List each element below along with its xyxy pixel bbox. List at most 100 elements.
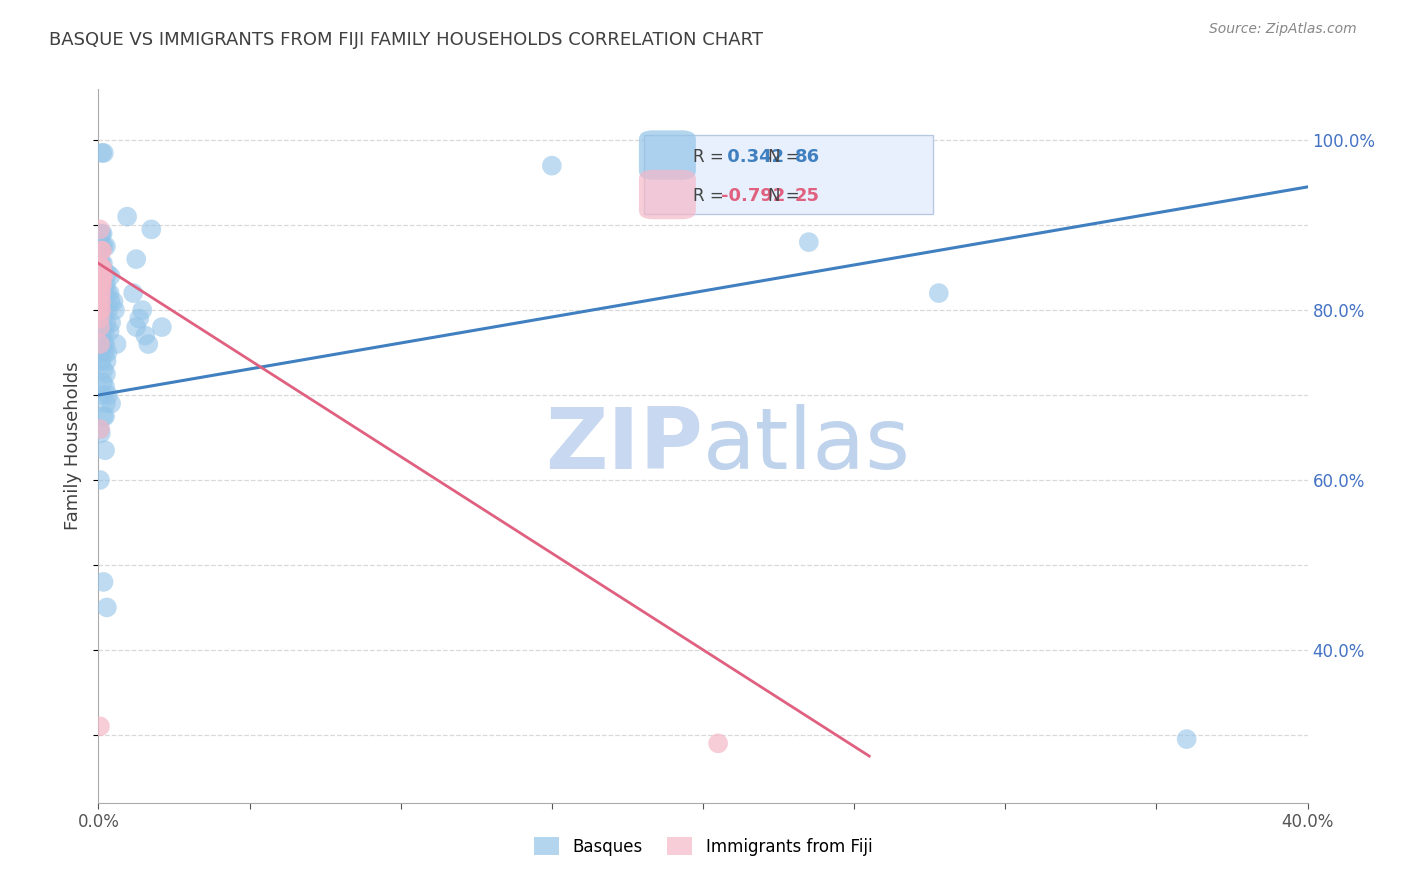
Point (91, 256, 114, 270)
Point (94, 367, 117, 381)
Text: -0.792: -0.792 (721, 187, 785, 205)
Point (150, 320, 173, 334)
Point (90, 277, 112, 292)
Point (94, 286, 117, 301)
Point (94, 379, 117, 393)
Point (90, 260, 112, 275)
Point (91, 227, 114, 241)
Point (90, 239, 112, 253)
Text: atlas: atlas (703, 404, 911, 488)
Point (91, 269, 114, 284)
Point (91, 388, 114, 402)
Point (90, 426, 112, 441)
Point (89, 260, 111, 275)
Point (94, 277, 117, 292)
Point (797, 235, 820, 249)
Point (93, 345, 115, 359)
Point (93, 574, 115, 589)
Point (94, 324, 117, 338)
Point (89, 286, 111, 301)
Point (100, 396, 122, 410)
Point (90, 227, 112, 241)
Point (91, 324, 114, 338)
Point (90, 294, 112, 309)
Point (97, 388, 120, 402)
Point (91, 269, 114, 284)
Text: 86: 86 (794, 148, 820, 166)
Point (96, 345, 118, 359)
Point (89, 303, 111, 318)
Point (93, 362, 115, 376)
Point (100, 316, 122, 330)
Point (134, 328, 156, 343)
Point (141, 222, 163, 236)
Y-axis label: Family Households: Family Households (65, 362, 83, 530)
Text: R =: R = (693, 187, 730, 205)
Point (928, 286, 950, 301)
Point (91, 260, 114, 275)
Point (96, 286, 118, 301)
Point (115, 210, 138, 224)
Point (122, 286, 145, 301)
Point (91, 303, 114, 318)
Point (98, 324, 121, 338)
Point (90, 265, 112, 279)
Point (89, 333, 111, 347)
Text: ZIP: ZIP (546, 404, 703, 488)
Point (91, 244, 114, 258)
Point (90, 286, 112, 301)
Point (89, 422, 111, 436)
Point (90, 269, 112, 284)
Point (93, 265, 115, 279)
Point (89, 286, 111, 301)
Point (93, 294, 115, 309)
Point (89, 269, 111, 284)
Point (90, 277, 112, 292)
Point (90, 256, 112, 270)
Point (89, 277, 111, 292)
Point (125, 252, 148, 266)
Point (90, 303, 112, 318)
Point (96, 267, 118, 281)
Point (89, 222, 111, 236)
Point (89, 294, 111, 309)
Point (94, 396, 117, 410)
Point (105, 337, 128, 351)
Point (90, 354, 112, 368)
Point (90, 337, 112, 351)
Text: 25: 25 (794, 187, 820, 205)
Point (100, 269, 122, 284)
Point (1175, 732, 1198, 747)
Point (131, 303, 153, 318)
Point (89, 294, 111, 309)
Point (94, 239, 117, 253)
Point (89, 422, 111, 436)
Point (94, 337, 117, 351)
Point (94, 409, 117, 424)
Point (93, 239, 115, 253)
Point (96, 600, 118, 615)
Point (89, 227, 111, 241)
Text: N =: N = (769, 187, 806, 205)
Point (93, 145, 115, 160)
Point (136, 337, 159, 351)
Point (90, 294, 112, 309)
Point (540, 159, 562, 173)
Text: 0.342: 0.342 (721, 148, 785, 166)
Text: R =: R = (693, 148, 730, 166)
Legend: Basques, Immigrants from Fiji: Basques, Immigrants from Fiji (527, 830, 879, 863)
Text: Source: ZipAtlas.com: Source: ZipAtlas.com (1209, 22, 1357, 37)
Point (96, 354, 118, 368)
Point (89, 719, 111, 733)
Point (89, 311, 111, 326)
Point (100, 294, 122, 309)
Point (91, 239, 114, 253)
Point (707, 736, 730, 750)
Text: N =: N = (769, 148, 806, 166)
Point (94, 443, 117, 458)
Point (90, 244, 112, 258)
Point (90, 324, 112, 338)
Point (96, 316, 118, 330)
Text: BASQUE VS IMMIGRANTS FROM FIJI FAMILY HOUSEHOLDS CORRELATION CHART: BASQUE VS IMMIGRANTS FROM FIJI FAMILY HO… (49, 31, 763, 49)
Point (90, 311, 112, 326)
